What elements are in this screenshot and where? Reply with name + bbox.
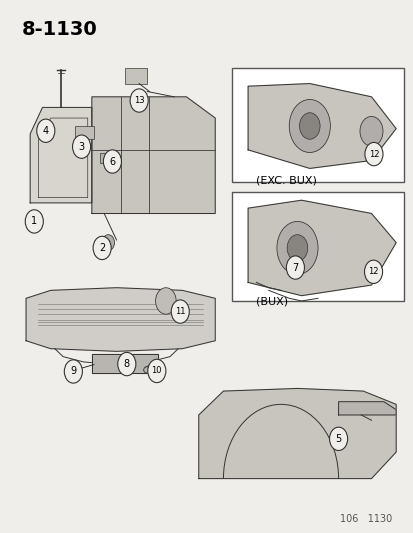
Text: 12: 12 bbox=[368, 268, 378, 276]
Circle shape bbox=[25, 210, 43, 233]
Text: 6: 6 bbox=[109, 157, 115, 166]
Text: 11: 11 bbox=[175, 307, 185, 316]
Polygon shape bbox=[30, 108, 92, 203]
Polygon shape bbox=[198, 389, 395, 479]
Circle shape bbox=[299, 113, 319, 139]
Circle shape bbox=[364, 142, 382, 166]
Polygon shape bbox=[338, 402, 395, 415]
Polygon shape bbox=[247, 200, 395, 296]
Circle shape bbox=[117, 352, 135, 376]
Text: 12: 12 bbox=[368, 150, 378, 159]
Polygon shape bbox=[92, 354, 157, 373]
Polygon shape bbox=[26, 288, 215, 351]
Polygon shape bbox=[92, 97, 215, 214]
Circle shape bbox=[359, 116, 382, 146]
FancyBboxPatch shape bbox=[231, 192, 404, 301]
Text: 2: 2 bbox=[99, 243, 105, 253]
Text: (EXC. BUX): (EXC. BUX) bbox=[256, 175, 316, 185]
Text: 8: 8 bbox=[123, 359, 130, 369]
Text: 13: 13 bbox=[133, 96, 144, 105]
Circle shape bbox=[155, 288, 176, 314]
Text: 5: 5 bbox=[335, 434, 341, 444]
Circle shape bbox=[329, 427, 347, 450]
Text: 9: 9 bbox=[70, 367, 76, 376]
Circle shape bbox=[103, 150, 121, 173]
Circle shape bbox=[289, 100, 330, 152]
Circle shape bbox=[363, 260, 382, 284]
Bar bbox=[100, 152, 116, 163]
Circle shape bbox=[286, 256, 304, 279]
Polygon shape bbox=[247, 84, 395, 168]
Text: 1: 1 bbox=[31, 216, 37, 227]
Circle shape bbox=[93, 236, 111, 260]
Circle shape bbox=[37, 119, 55, 142]
Text: 3: 3 bbox=[78, 142, 84, 152]
Text: 7: 7 bbox=[292, 263, 298, 272]
Ellipse shape bbox=[143, 367, 151, 373]
Circle shape bbox=[287, 235, 307, 261]
Text: 106   1130: 106 1130 bbox=[339, 514, 391, 523]
Circle shape bbox=[64, 360, 82, 383]
Circle shape bbox=[72, 135, 90, 158]
Circle shape bbox=[130, 89, 148, 112]
Bar bbox=[124, 68, 147, 84]
Bar bbox=[75, 126, 94, 139]
Text: 10: 10 bbox=[151, 367, 161, 375]
Text: (BUX): (BUX) bbox=[256, 297, 288, 306]
Circle shape bbox=[276, 221, 317, 274]
Text: 8-1130: 8-1130 bbox=[22, 20, 97, 39]
Circle shape bbox=[171, 300, 189, 323]
Circle shape bbox=[147, 359, 166, 383]
FancyBboxPatch shape bbox=[231, 68, 404, 182]
Circle shape bbox=[102, 235, 114, 251]
Text: 4: 4 bbox=[43, 126, 49, 136]
